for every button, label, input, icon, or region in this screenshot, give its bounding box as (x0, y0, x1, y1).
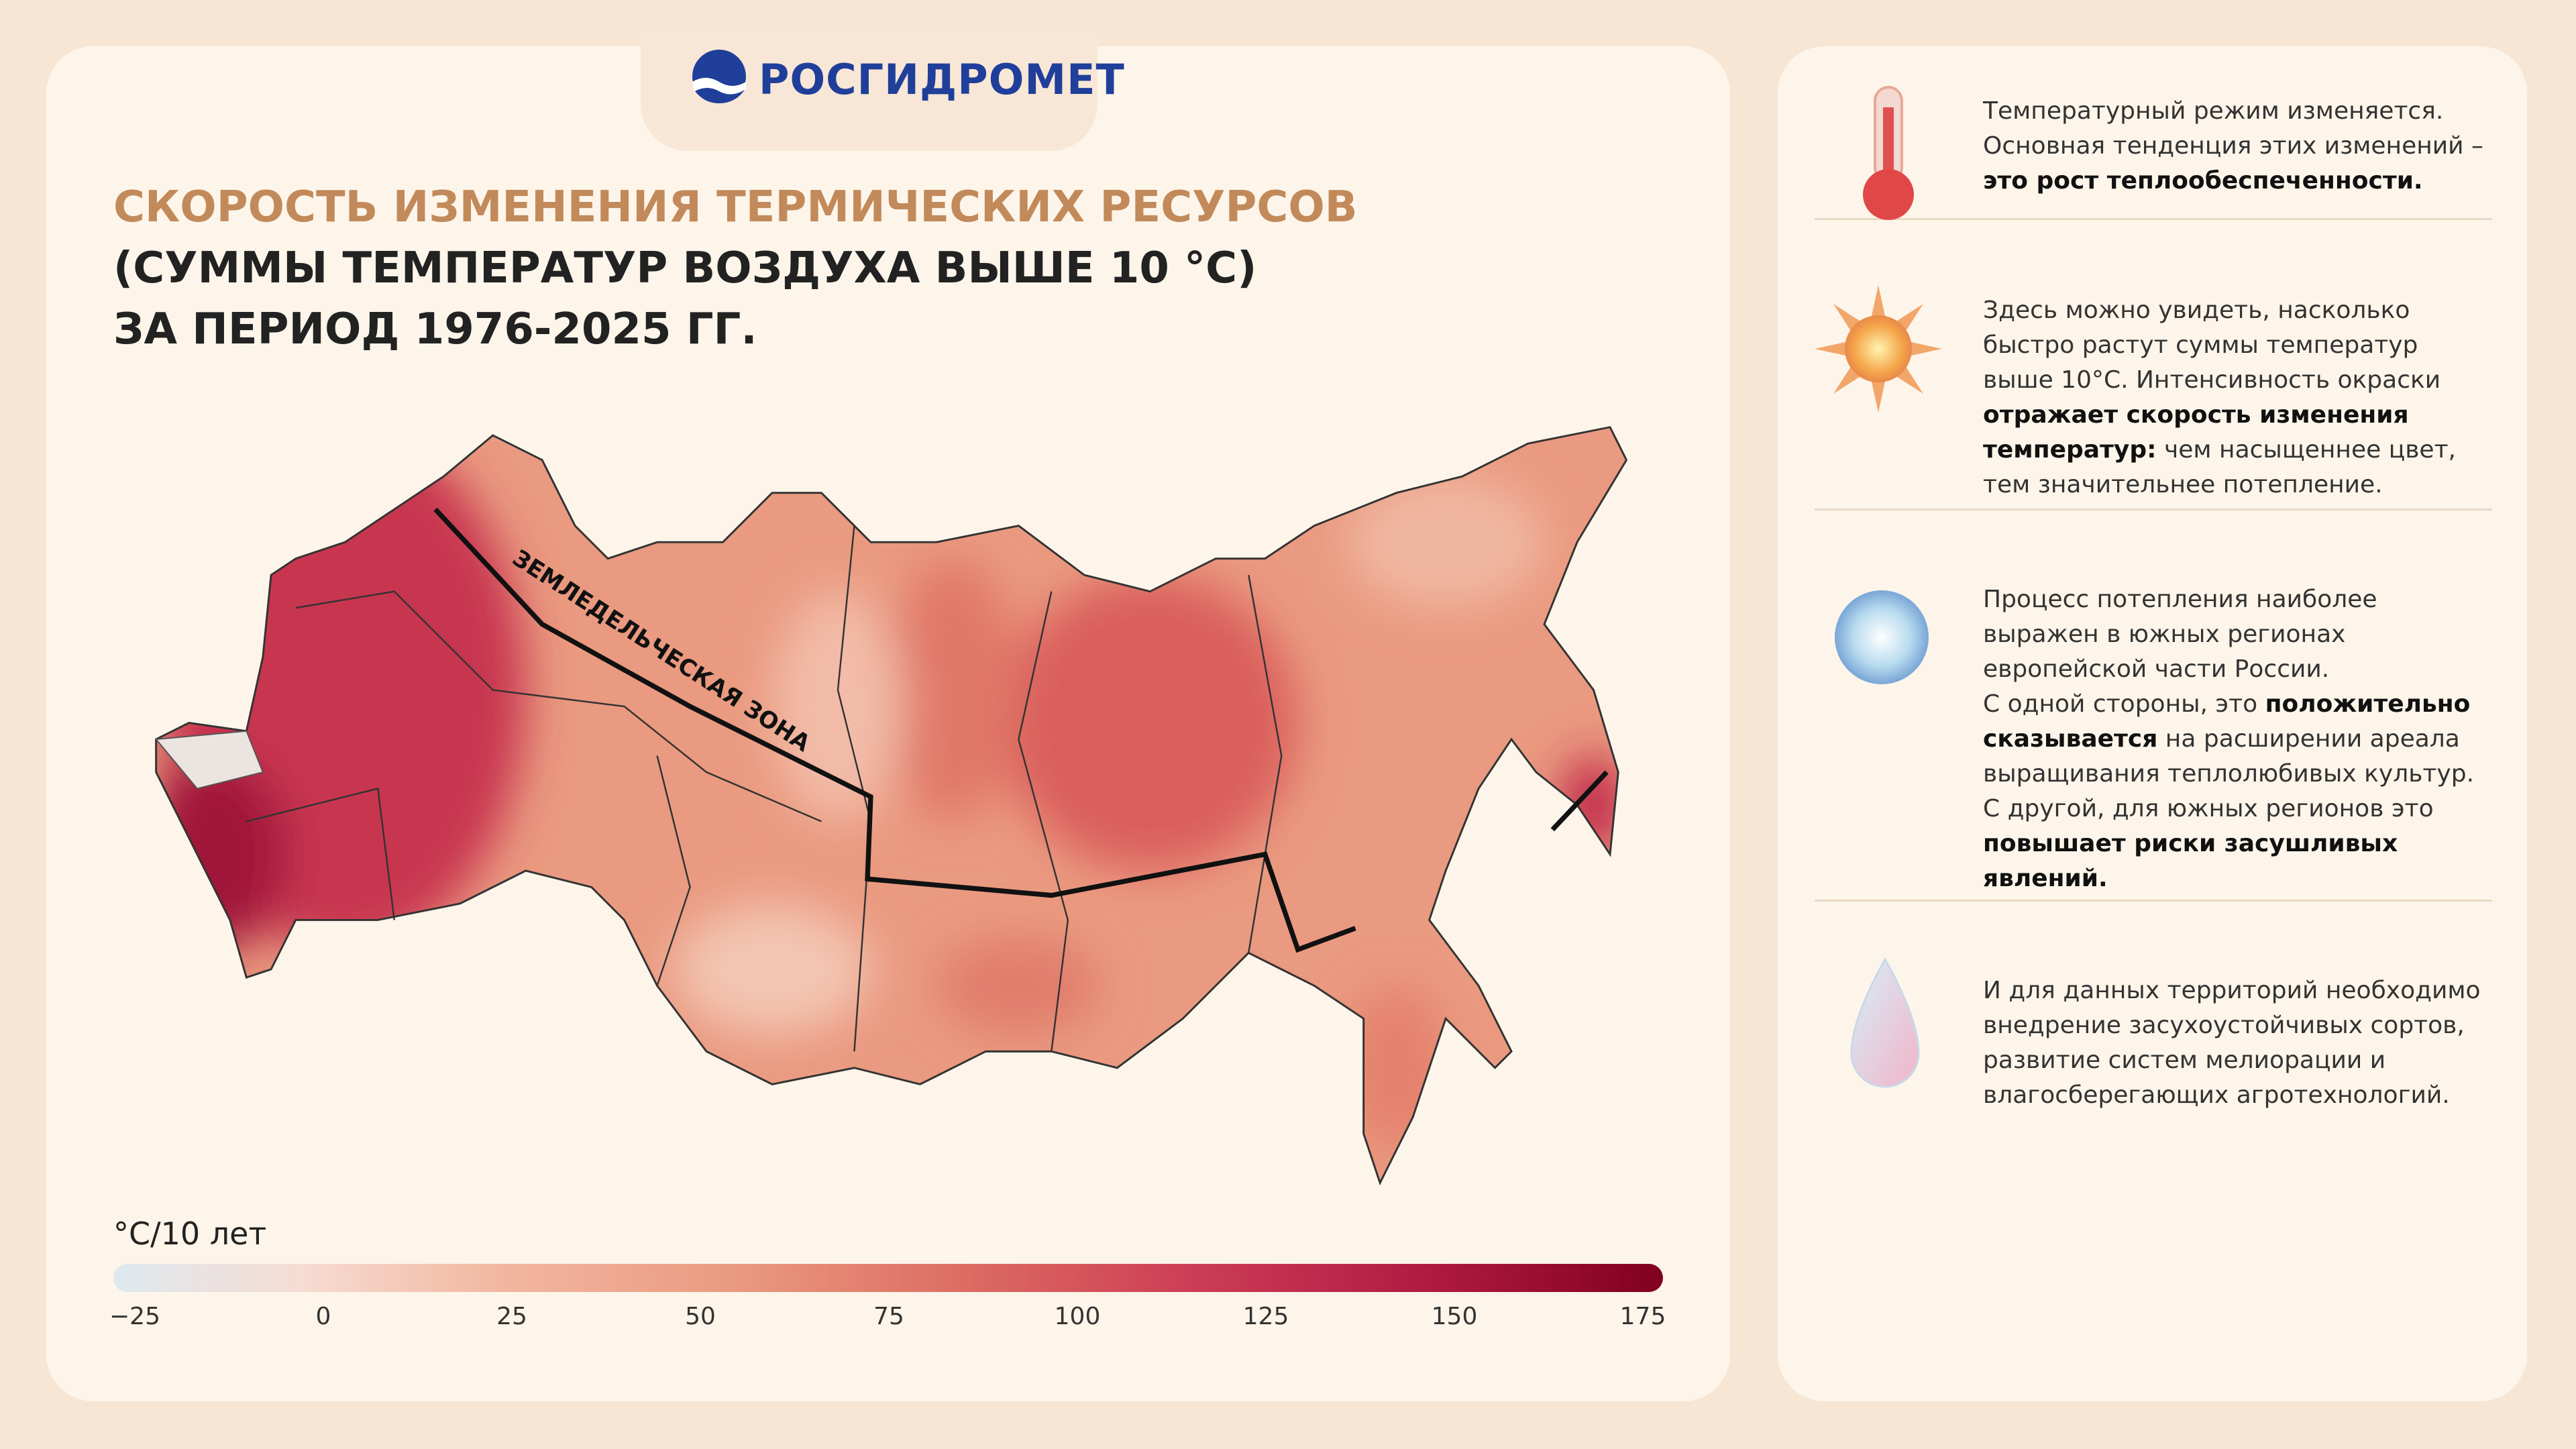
title-line: СКОРОСТЬ ИЗМЕНЕНИЯ ТЕРМИЧЕСКИХ РЕСУРСОВ (113, 182, 1358, 232)
info-text: Температурный режим изменяется. Основная… (1983, 97, 2484, 160)
map: ЗЕМЛЕДЕЛЬЧЕСКАЯ ЗОНА (154, 426, 1627, 1184)
info-paragraph: Здесь можно увидеть, насколько быстро ра… (1983, 293, 2493, 502)
info-text: Здесь можно увидеть, насколько быстро ра… (1983, 297, 2441, 394)
info-text: С одной стороны, это (1983, 690, 2265, 718)
info-text: это рост теплообеспеченности. (1983, 167, 2423, 195)
info-text: повышает риски засушливых явлений. (1983, 830, 2398, 892)
info-text: положительно сказывается (1983, 690, 2471, 753)
info-paragraph: С другой, для южных регионов это повышае… (1983, 792, 2493, 896)
legend-tick-label: 100 (1054, 1303, 1101, 1330)
info-item: Температурный режим изменяется. Основная… (1983, 94, 2493, 199)
legend-unit: °C/10 лет (113, 1216, 267, 1252)
icons (1815, 86, 1942, 1088)
legend-tick-label: 0 (315, 1303, 331, 1330)
separator (1815, 218, 2492, 220)
title-line: (СУММЫ ТЕМПЕРАТУР ВОЗДУХА ВЫШЕ 10 °С) (113, 244, 1257, 293)
legend-tick-label: −25 (109, 1303, 160, 1330)
separator (1815, 508, 2492, 511)
legend-tick-label: 175 (1619, 1303, 1666, 1330)
info-text: Процесс потепления наиболее выражен в юж… (1983, 586, 2377, 683)
info-text: отражает скорость изменения температур: (1983, 401, 2409, 464)
info-paragraph: Процесс потепления наиболее выражен в юж… (1983, 582, 2493, 687)
info-card (1778, 46, 2527, 1401)
legend-tick-label: 125 (1242, 1303, 1289, 1330)
info-paragraph: Температурный режим изменяется. Основная… (1983, 94, 2493, 199)
logo-icon (692, 50, 746, 104)
info-text: И для данных территорий необходимо внедр… (1983, 977, 2481, 1109)
info-text: на расширении ареала выращивания теплолю… (1983, 725, 2475, 788)
colorbar (113, 1264, 1663, 1292)
legend-tick-label: 150 (1431, 1303, 1478, 1330)
info-item: Здесь можно увидеть, насколько быстро ра… (1983, 293, 2493, 502)
info-item: И для данных территорий необходимо внедр… (1983, 973, 2493, 1113)
separator (1815, 900, 2492, 902)
legend-tick-label: 75 (873, 1303, 904, 1330)
legend-tick-label: 50 (685, 1303, 716, 1330)
info-text: С другой, для южных регионов это (1983, 795, 2434, 822)
info-paragraph: И для данных территорий необходимо внедр… (1983, 973, 2493, 1113)
info-text: чем насыщеннее цвет, тем значительнее по… (1983, 436, 2456, 498)
info-paragraph: С одной стороны, это положительно сказыв… (1983, 687, 2493, 792)
legend-tick-label: 25 (496, 1303, 527, 1330)
logo-text: РОСГИДРОМЕТ (759, 55, 1125, 104)
title-line: ЗА ПЕРИОД 1976-2025 ГГ. (113, 305, 757, 354)
info-item: Процесс потепления наиболее выражен в юж… (1983, 582, 2493, 896)
